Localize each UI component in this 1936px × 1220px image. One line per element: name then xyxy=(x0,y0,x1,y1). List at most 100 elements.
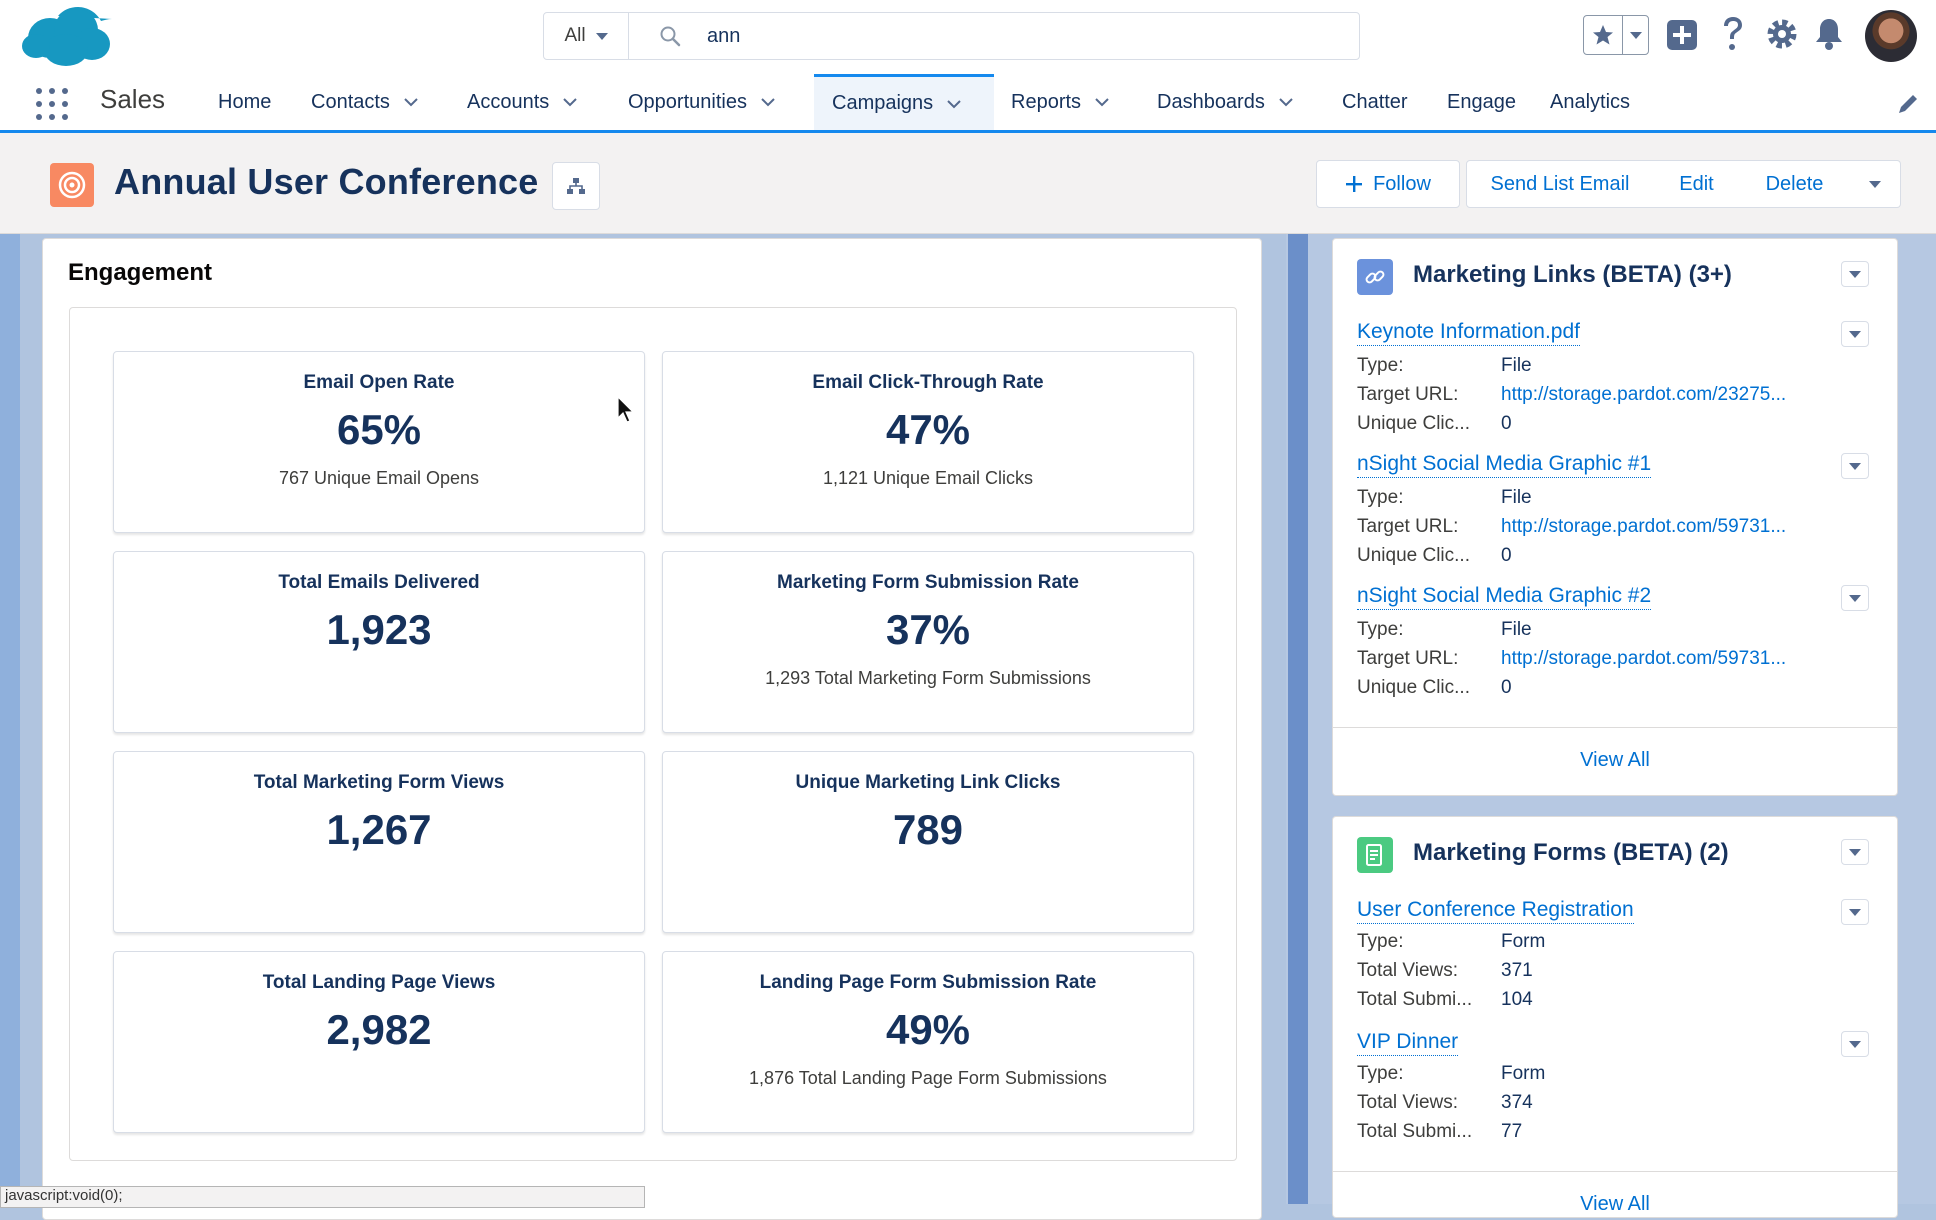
card-menu-button[interactable] xyxy=(1841,839,1869,865)
field-label: Total Submi... xyxy=(1357,1121,1473,1142)
edit-button[interactable]: Edit xyxy=(1653,160,1741,208)
favorites-menu-button[interactable] xyxy=(1623,16,1648,54)
global-search: All ann xyxy=(543,12,1360,60)
hierarchy-button[interactable] xyxy=(552,162,600,210)
chevron-down-icon[interactable] xyxy=(404,97,418,107)
search-scope-label: All xyxy=(564,25,586,46)
item-menu-button[interactable] xyxy=(1841,899,1869,925)
metric-tile-landing-page-form-submission-rate: Landing Page Form Submission Rate 49% 1,… xyxy=(662,951,1194,1133)
salesforce-logo[interactable] xyxy=(20,6,112,70)
target-url-link[interactable]: http://storage.pardot.com/59731... xyxy=(1501,516,1787,537)
metric-tile-total-marketing-form-views: Total Marketing Form Views 1,267 xyxy=(113,751,645,933)
pencil-icon[interactable] xyxy=(1896,92,1920,116)
field-value: 374 xyxy=(1501,1092,1533,1113)
metric-tile-total-emails-delivered: Total Emails Delivered 1,923 xyxy=(113,551,645,733)
marketing-link-title[interactable]: Keynote Information.pdf xyxy=(1357,319,1580,346)
edit-label: Edit xyxy=(1679,172,1714,195)
metric-subtext: 767 Unique Email Opens xyxy=(278,468,480,488)
nav-item-reports[interactable]: Reports xyxy=(1011,74,1109,130)
metric-value: 37% xyxy=(885,606,971,653)
send-list-email-label: Send List Email xyxy=(1490,172,1630,195)
metric-tile-unique-marketing-link-clicks: Unique Marketing Link Clicks 789 xyxy=(662,751,1194,933)
item-menu-button[interactable] xyxy=(1841,321,1869,347)
view-all-link[interactable]: View All xyxy=(1333,727,1897,794)
field-label: Type: xyxy=(1357,1063,1404,1084)
target-url-link[interactable]: http://storage.pardot.com/23275... xyxy=(1501,384,1787,405)
metric-label: Marketing Form Submission Rate xyxy=(777,572,1079,593)
engagement-title: Engagement xyxy=(68,259,213,286)
chevron-down-icon[interactable] xyxy=(947,99,961,109)
browser-status-bar: javascript:void(0); xyxy=(0,1186,645,1208)
avatar[interactable] xyxy=(1865,10,1917,62)
marketing-forms-title: Marketing Forms (BETA) (2) xyxy=(1413,839,1729,866)
metric-subtext: 1,876 Total Landing Page Form Submission… xyxy=(749,1068,1107,1088)
app-launcher-icon[interactable] xyxy=(36,88,68,120)
field-label: Unique Clic... xyxy=(1357,413,1470,434)
link-icon xyxy=(1357,259,1393,295)
gear-icon[interactable] xyxy=(1764,16,1800,52)
nav-item-opportunities[interactable]: Opportunities xyxy=(628,74,775,130)
send-list-email-button[interactable]: Send List Email xyxy=(1466,160,1654,208)
item-menu-button[interactable] xyxy=(1841,1031,1869,1057)
hierarchy-icon xyxy=(567,178,585,194)
metric-value: 47% xyxy=(885,406,971,453)
metric-tile-marketing-form-submission-rate: Marketing Form Submission Rate 37% 1,293… xyxy=(662,551,1194,733)
nav-item-label: Analytics xyxy=(1550,90,1631,113)
item-menu-button[interactable] xyxy=(1841,453,1869,479)
sidebar-divider xyxy=(1288,234,1308,1204)
bell-icon[interactable] xyxy=(1813,17,1845,51)
marketing-form-title[interactable]: VIP Dinner xyxy=(1357,1029,1459,1056)
metric-value: 49% xyxy=(885,1006,971,1053)
marketing-links-title: Marketing Links (BETA) (3+) xyxy=(1413,261,1732,288)
marketing-form-title[interactable]: User Conference Registration xyxy=(1357,897,1634,924)
chevron-down-icon[interactable] xyxy=(563,97,577,107)
engagement-card: Engagement Email Open Rate 65% 767 Uniqu… xyxy=(42,238,1262,1220)
chevron-down-icon[interactable] xyxy=(1095,97,1109,107)
nav-item-contacts[interactable]: Contacts xyxy=(311,74,418,130)
more-actions-button[interactable] xyxy=(1849,160,1901,208)
metric-label: Email Open Rate xyxy=(303,372,455,393)
metric-label: Landing Page Form Submission Rate xyxy=(759,972,1097,993)
field-value: Form xyxy=(1501,1063,1546,1084)
target-url-link[interactable]: http://storage.pardot.com/59731... xyxy=(1501,648,1787,669)
field-label: Type: xyxy=(1357,619,1404,640)
search-scope-select[interactable]: All xyxy=(544,13,629,59)
nav-item-analytics[interactable]: Analytics xyxy=(1550,74,1630,130)
search-icon xyxy=(660,26,681,47)
star-icon[interactable] xyxy=(1584,16,1623,54)
metric-value: 1,923 xyxy=(326,606,432,653)
chevron-down-icon[interactable] xyxy=(761,97,775,107)
metric-label: Unique Marketing Link Clicks xyxy=(795,772,1061,793)
help-icon[interactable] xyxy=(1718,16,1748,52)
view-all-link[interactable]: View All xyxy=(1333,1171,1897,1212)
nav-item-engage[interactable]: Engage xyxy=(1447,74,1516,130)
chevron-down-icon xyxy=(595,32,608,40)
field-value: File xyxy=(1501,487,1532,508)
card-menu-button[interactable] xyxy=(1841,261,1869,287)
marketing-link-title[interactable]: nSight Social Media Graphic #2 xyxy=(1357,583,1652,610)
form-icon xyxy=(1357,837,1393,873)
field-label: Type: xyxy=(1357,355,1404,376)
nav-item-chatter[interactable]: Chatter xyxy=(1342,74,1408,130)
follow-button[interactable]: Follow xyxy=(1316,160,1460,208)
field-label: Target URL: xyxy=(1357,384,1459,405)
field-label: Target URL: xyxy=(1357,648,1459,669)
nav-item-label: Home xyxy=(218,90,272,113)
nav-item-accounts[interactable]: Accounts xyxy=(467,74,577,130)
nav-item-home[interactable]: Home xyxy=(218,74,271,130)
chevron-down-icon xyxy=(1849,1040,1861,1048)
search-input[interactable]: ann xyxy=(707,25,741,47)
app-name: Sales xyxy=(100,84,166,114)
nav-item-campaigns[interactable]: Campaigns xyxy=(814,74,994,130)
delete-label: Delete xyxy=(1765,172,1824,195)
metric-value: 1,267 xyxy=(326,806,432,853)
plus-icon[interactable] xyxy=(1666,19,1698,51)
marketing-link-title[interactable]: nSight Social Media Graphic #1 xyxy=(1357,451,1652,478)
nav-item-label: Opportunities xyxy=(628,90,747,113)
chevron-down-icon[interactable] xyxy=(1279,97,1293,107)
delete-button[interactable]: Delete xyxy=(1740,160,1850,208)
nav-item-label: Contacts xyxy=(311,90,390,113)
marketing-forms-card: Marketing Forms (BETA) (2) User Conferen… xyxy=(1332,816,1898,1218)
nav-item-dashboards[interactable]: Dashboards xyxy=(1157,74,1293,130)
item-menu-button[interactable] xyxy=(1841,585,1869,611)
